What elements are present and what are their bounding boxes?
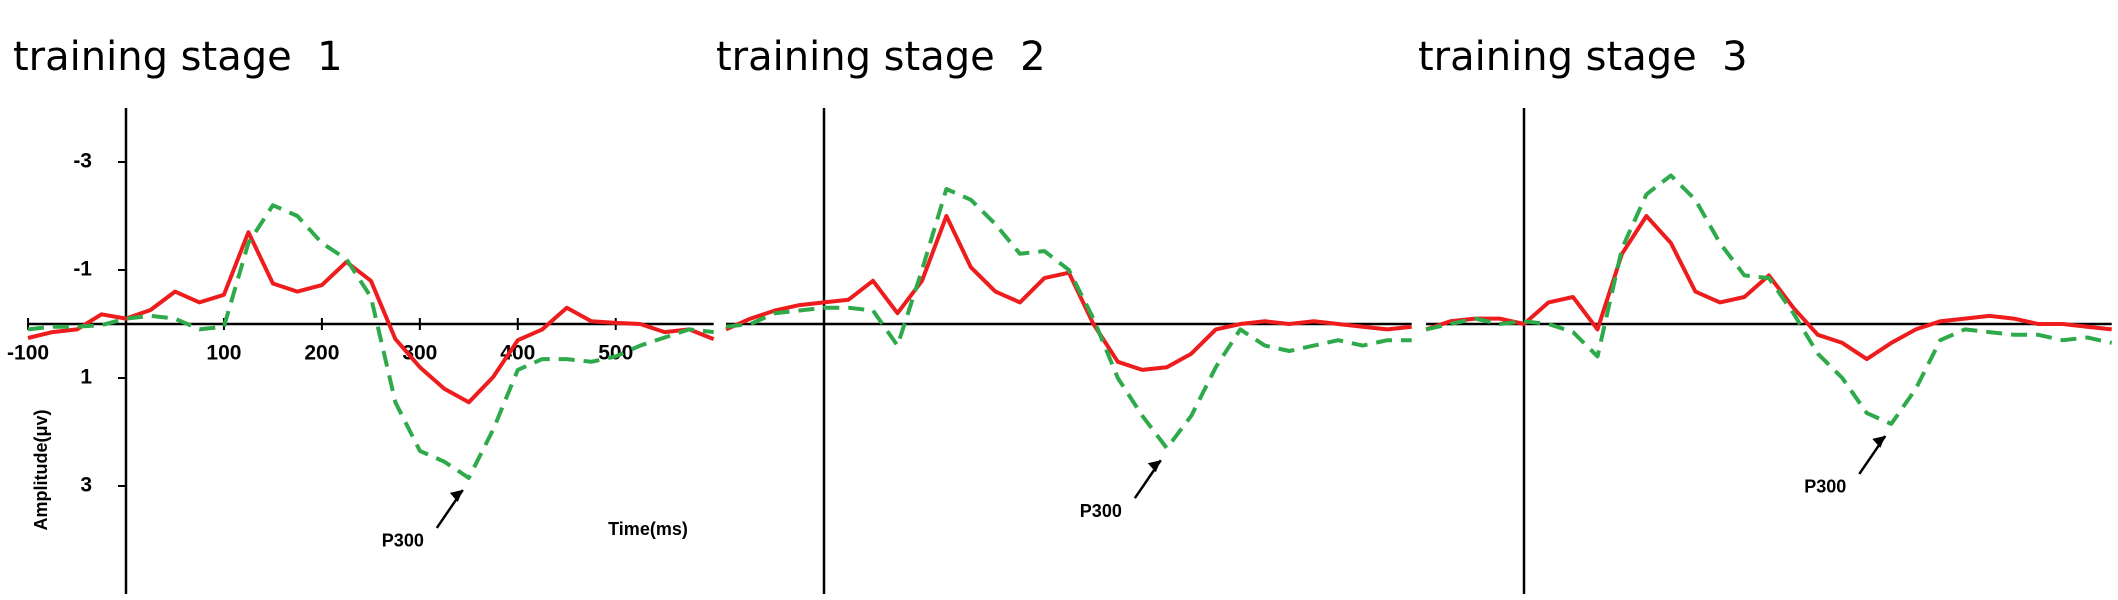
annotation-arrowhead [449, 489, 463, 502]
annotation-arrowhead [1147, 460, 1161, 473]
x-tick-label: 500 [598, 342, 633, 365]
erp-line [1425, 214, 2112, 362]
chart-title: training stage 1 [13, 34, 343, 80]
annotation: P300 [382, 531, 424, 551]
y-tick-label: -1 [73, 258, 92, 281]
y-tick-label: -3 [73, 150, 92, 173]
x-axis-label: Time(ms) [608, 519, 688, 539]
x-tick-label: 400 [500, 342, 535, 365]
y-tick-label: 3 [80, 474, 92, 497]
erp-line [27, 230, 715, 405]
annotation: P300 [1080, 501, 1122, 521]
y-tick-label: 1 [80, 366, 92, 389]
chart-title: training stage 3 [1418, 34, 1748, 80]
annotation-arrowhead [1872, 435, 1886, 448]
chart-title: training stage 2 [716, 34, 1046, 80]
annotation: P300 [1804, 477, 1846, 497]
erp-line [1425, 173, 2113, 426]
erp-line [27, 203, 714, 480]
y-axis-label: Amplitude(μv) [31, 409, 51, 530]
x-tick-label: 200 [304, 342, 339, 365]
x-tick-label: 100 [206, 342, 241, 365]
erp-line [725, 187, 1412, 451]
x-tick-label: -100 [7, 342, 49, 365]
